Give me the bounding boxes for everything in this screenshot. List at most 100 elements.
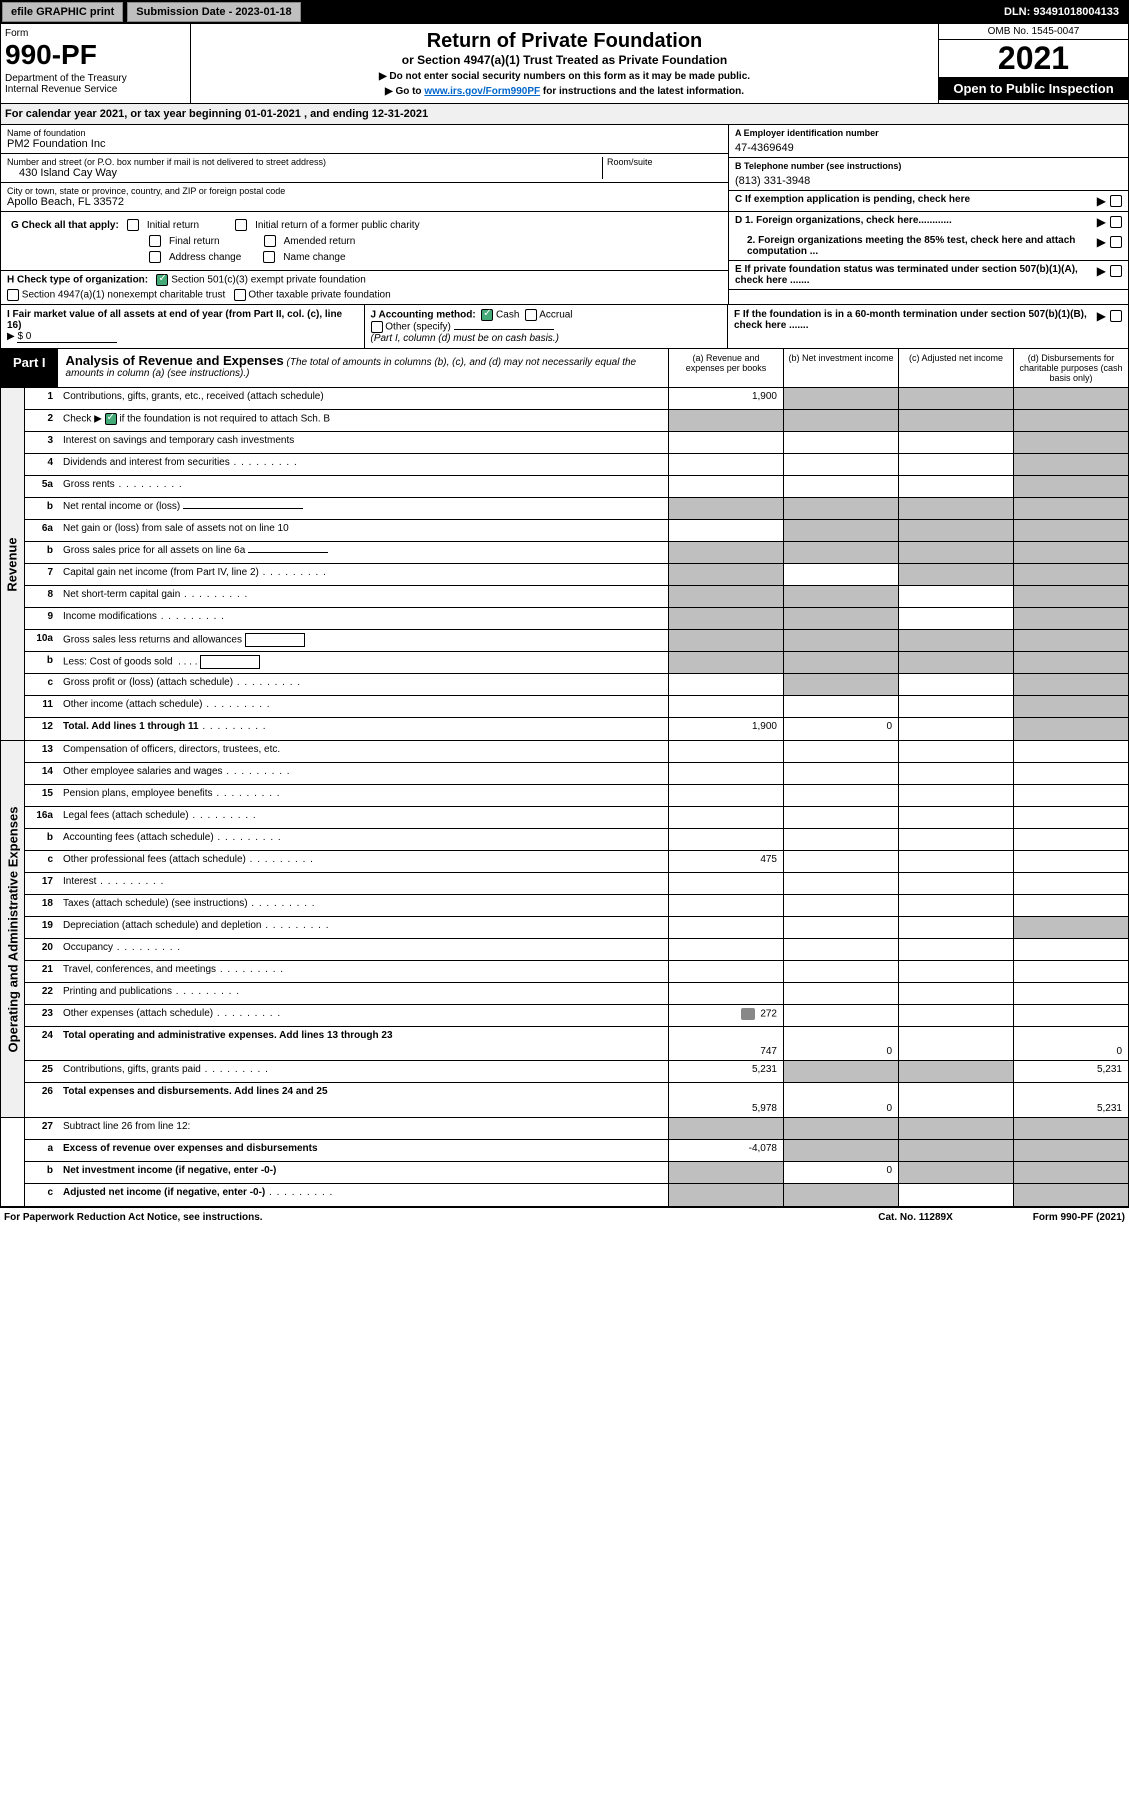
desc: Compensation of officers, directors, tru… <box>59 741 668 762</box>
cb-initial-former[interactable] <box>235 219 247 231</box>
col-c-hdr: (c) Adjusted net income <box>898 349 1013 387</box>
ln: 3 <box>25 432 59 453</box>
cb-name-change[interactable] <box>263 251 275 263</box>
j-label: J Accounting method: <box>371 310 476 321</box>
opt-amended: Amended return <box>284 236 356 247</box>
street-address: 430 Island Cay Way <box>7 167 602 179</box>
irs-link[interactable]: www.irs.gov/Form990PF <box>424 86 540 97</box>
dln: DLN: 93491018004133 <box>996 3 1127 21</box>
form-header: Form 990-PF Department of the Treasury I… <box>0 24 1129 104</box>
ln: 9 <box>25 608 59 629</box>
desc: Subtract line 26 from line 12: <box>59 1118 668 1139</box>
phone-label: B Telephone number (see instructions) <box>735 161 1122 171</box>
ln: 27 <box>25 1118 59 1139</box>
cb-d1[interactable] <box>1110 216 1122 228</box>
col-a: 5,231 <box>668 1061 783 1082</box>
arrow-icon: ▶ <box>1097 264 1106 278</box>
cb-cash[interactable] <box>481 309 493 321</box>
ij-row: I Fair market value of all assets at end… <box>0 305 1129 349</box>
cb-address-change[interactable] <box>149 251 161 263</box>
j-accrual: Accrual <box>539 310 572 321</box>
dept: Department of the Treasury Internal Reve… <box>5 73 186 95</box>
e-label: E If private foundation status was termi… <box>735 264 1078 286</box>
h-row2: Section 4947(a)(1) nonexempt charitable … <box>7 289 722 301</box>
ln: 23 <box>25 1005 59 1026</box>
desc: Accounting fees (attach schedule) <box>59 829 668 850</box>
desc: Dividends and interest from securities <box>59 454 668 475</box>
g-checkboxes: G Check all that apply: Initial return I… <box>7 215 722 267</box>
foundation-name: PM2 Foundation Inc <box>7 138 722 150</box>
ln: b <box>25 829 59 850</box>
col-b: 0 <box>783 1162 898 1183</box>
cb-c[interactable] <box>1110 195 1122 207</box>
calendar-year: For calendar year 2021, or tax year begi… <box>0 104 1129 125</box>
h-opt2: Section 4947(a)(1) nonexempt charitable … <box>22 290 225 301</box>
cb-e[interactable] <box>1110 265 1122 277</box>
note2-post: for instructions and the latest informat… <box>540 86 744 97</box>
col-a: 747 <box>668 1027 783 1060</box>
ln: 8 <box>25 586 59 607</box>
cb-4947[interactable] <box>7 289 19 301</box>
desc: Depreciation (attach schedule) and deple… <box>59 917 668 938</box>
d2-label: 2. Foreign organizations meeting the 85%… <box>747 235 1075 257</box>
desc: Total expenses and disbursements. Add li… <box>59 1083 668 1117</box>
submission-date: Submission Date - 2023-01-18 <box>127 2 300 22</box>
attach-icon[interactable] <box>741 1008 755 1020</box>
col-b-hdr: (b) Net investment income <box>783 349 898 387</box>
desc: Legal fees (attach schedule) <box>59 807 668 828</box>
open-inspection: Open to Public Inspection <box>939 77 1128 100</box>
cb-initial-return[interactable] <box>127 219 139 231</box>
ln: 13 <box>25 741 59 762</box>
phone: (813) 331-3948 <box>735 171 1122 187</box>
efile-button[interactable]: efile GRAPHIC print <box>2 2 123 22</box>
room-label: Room/suite <box>607 157 722 167</box>
col-b: 0 <box>783 1083 898 1117</box>
ln: 6a <box>25 520 59 541</box>
desc: Capital gain net income (from Part IV, l… <box>59 564 668 585</box>
cb-amended[interactable] <box>264 235 276 247</box>
footer-left: For Paperwork Reduction Act Notice, see … <box>4 1212 263 1223</box>
ln: 22 <box>25 983 59 1004</box>
footer-mid: Cat. No. 11289X <box>878 1212 952 1223</box>
col-a: 1,900 <box>668 388 783 409</box>
ln: a <box>25 1140 59 1161</box>
arrow-icon: ▶ <box>1097 235 1106 249</box>
ln: c <box>25 851 59 872</box>
addr-label: Number and street (or P.O. box number if… <box>7 157 602 167</box>
part1-label: Part I <box>1 349 58 387</box>
desc: Interest <box>59 873 668 894</box>
cb-other-taxable[interactable] <box>234 289 246 301</box>
city-state-zip: Apollo Beach, FL 33572 <box>7 196 722 208</box>
col-d: 5,231 <box>1013 1083 1128 1117</box>
col-b: 0 <box>783 1027 898 1060</box>
ln: b <box>25 1162 59 1183</box>
cb-accrual[interactable] <box>525 309 537 321</box>
cb-d2[interactable] <box>1110 236 1122 248</box>
note2-pre: ▶ Go to <box>385 86 424 97</box>
desc: Adjusted net income (if negative, enter … <box>59 1184 668 1206</box>
cb-schb[interactable] <box>105 413 117 425</box>
desc: Gross rents <box>59 476 668 497</box>
opt-initial: Initial return <box>147 220 199 231</box>
part1-title: Analysis of Revenue and Expenses <box>66 353 284 368</box>
part1-header: Part I Analysis of Revenue and Expenses … <box>0 349 1129 388</box>
cb-other-method[interactable] <box>371 321 383 333</box>
arrow-icon: ▶ <box>1097 194 1106 208</box>
ln: 17 <box>25 873 59 894</box>
revenue-side-label: Revenue <box>1 388 25 740</box>
desc: Check ▶ if the foundation is not require… <box>59 410 668 431</box>
desc: Occupancy <box>59 939 668 960</box>
ln: 18 <box>25 895 59 916</box>
desc: Travel, conferences, and meetings <box>59 961 668 982</box>
form-title: Return of Private Foundation <box>197 30 932 53</box>
c-label: C If exemption application is pending, c… <box>735 194 970 205</box>
col-d: 0 <box>1013 1027 1128 1060</box>
name-label: Name of foundation <box>7 128 722 138</box>
ln: 19 <box>25 917 59 938</box>
desc: Taxes (attach schedule) (see instruction… <box>59 895 668 916</box>
ln: b <box>25 498 59 519</box>
cb-final-return[interactable] <box>149 235 161 247</box>
j-other: Other (specify) <box>385 322 451 333</box>
cb-501c3[interactable] <box>156 274 168 286</box>
cb-f[interactable] <box>1110 310 1122 322</box>
